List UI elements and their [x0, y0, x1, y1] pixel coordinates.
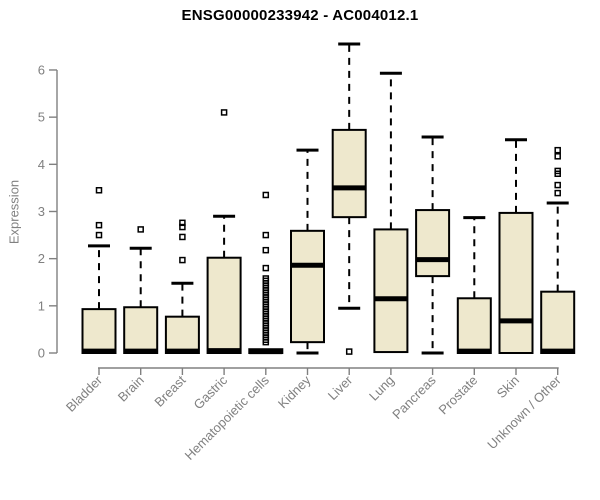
iqr-box: [498, 211, 534, 354]
y-tick-label: 6: [38, 62, 45, 77]
boxplot-hematopoietic-cells: [248, 191, 284, 355]
y-tick-label: 0: [38, 346, 45, 361]
iqr-box: [456, 297, 492, 355]
outlier-point: [95, 187, 103, 194]
iqr-box: [123, 306, 159, 354]
boxplot-kidney: [290, 148, 325, 355]
outlier-point: [262, 231, 270, 239]
outlier-point: [345, 348, 353, 355]
outlier-point: [554, 146, 561, 154]
y-tick-label: 4: [38, 157, 45, 172]
outlier-point: [262, 275, 270, 282]
outlier-point: [179, 219, 186, 227]
iqr-box: [206, 256, 242, 355]
boxplot-lung: [373, 71, 409, 354]
boxplot-brain: [123, 226, 159, 354]
iqr-box: [290, 229, 325, 344]
outlier-point: [95, 221, 103, 229]
outlier-point: [179, 256, 186, 264]
boxplot-gastric: [206, 109, 242, 355]
boxplot-breast: [164, 219, 200, 355]
x-category-label-bladder: Bladder: [63, 372, 106, 415]
boxplot-liver: [331, 42, 367, 355]
outlier-point: [262, 246, 270, 254]
x-category-label-prostate: Prostate: [436, 373, 481, 418]
x-category-label-gastric: Gastric: [191, 372, 231, 412]
boxplot-prostate: [456, 216, 492, 355]
outlier-point: [262, 191, 270, 199]
y-tick-label: 1: [38, 298, 45, 313]
iqr-box: [540, 290, 576, 354]
x-category-label-pancreas: Pancreas: [389, 372, 439, 422]
x-category-label-lung: Lung: [366, 373, 397, 404]
chart-title: ENSG00000233942 - AC004012.1: [181, 7, 419, 24]
iqr-box: [415, 209, 451, 278]
outlier-point: [220, 109, 228, 116]
iqr-box: [331, 128, 367, 219]
iqr-box: [81, 308, 117, 354]
y-tick-label: 3: [38, 204, 45, 219]
boxplot-skin: [498, 138, 534, 354]
outlier-point: [95, 231, 103, 239]
outlier-point: [554, 167, 561, 175]
iqr-box: [164, 315, 200, 355]
x-category-label-skin: Skin: [494, 373, 522, 401]
x-category-label-liver: Liver: [325, 372, 356, 403]
y-tick-label: 2: [38, 251, 45, 266]
x-category-label-brain: Brain: [115, 373, 147, 405]
iqr-box: [373, 228, 409, 354]
y-tick-label: 5: [38, 110, 45, 125]
outlier-point: [554, 181, 561, 189]
outlier-point: [554, 189, 561, 197]
x-category-label-breast: Breast: [151, 372, 188, 409]
outlier-point: [179, 233, 186, 241]
x-category-label-unknown-other: Unknown / Other: [484, 372, 564, 452]
outlier-point: [554, 153, 561, 160]
boxplot-bladder: [81, 187, 117, 354]
outlier-point: [262, 264, 270, 272]
boxplot-pancreas: [415, 135, 451, 355]
x-category-label-kidney: Kidney: [275, 372, 314, 411]
outlier-point: [137, 226, 144, 233]
boxplot-unknown-other: [540, 146, 576, 354]
outlier-point: [179, 223, 186, 231]
